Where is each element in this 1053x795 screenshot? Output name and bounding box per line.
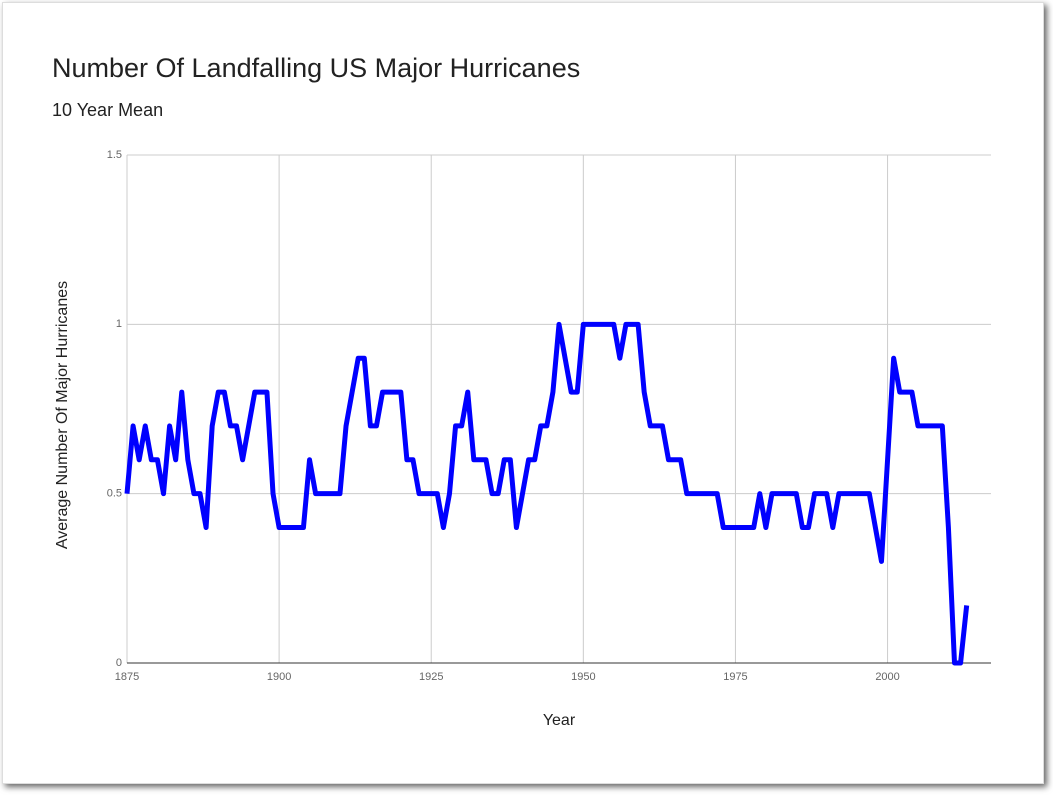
x-tick-label: 1875 (115, 671, 139, 683)
x-tick-label: 1975 (723, 671, 747, 683)
data-line (124, 321, 970, 666)
y-tick-label: 0.5 (107, 488, 122, 500)
x-axis-label: Year (543, 712, 576, 729)
y-tick-label: 1 (116, 318, 122, 330)
x-tick-label: 1900 (267, 671, 291, 683)
x-tick-label: 1950 (571, 671, 595, 683)
x-tick-label: 2000 (875, 671, 899, 683)
y-axis-label: Average Number Of Major Hurricanes (54, 281, 71, 549)
chart-frame (2, 2, 1044, 784)
y-tick-label: 0 (116, 657, 122, 669)
chart-title: Number Of Landfalling US Major Hurricane… (52, 53, 580, 83)
y-tick-label: 1.5 (107, 149, 122, 161)
chart-subtitle: 10 Year Mean (52, 100, 163, 120)
x-tick-label: 1925 (419, 671, 443, 683)
